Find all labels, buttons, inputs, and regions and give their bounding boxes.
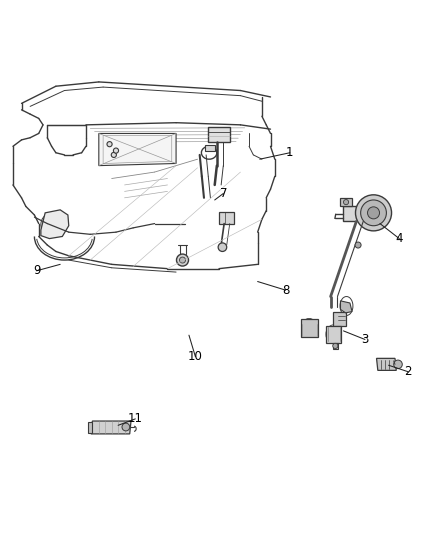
Polygon shape xyxy=(208,127,230,142)
Circle shape xyxy=(356,195,392,231)
Polygon shape xyxy=(219,212,234,223)
Circle shape xyxy=(107,142,112,147)
Circle shape xyxy=(180,257,186,263)
Polygon shape xyxy=(91,421,131,434)
Polygon shape xyxy=(333,312,346,326)
Circle shape xyxy=(111,152,117,157)
Text: 7: 7 xyxy=(219,187,227,200)
Text: 4: 4 xyxy=(396,232,403,245)
Text: 9: 9 xyxy=(33,264,40,277)
Text: 1: 1 xyxy=(286,146,293,159)
Text: 2: 2 xyxy=(404,365,412,378)
Polygon shape xyxy=(326,326,341,343)
Text: 3: 3 xyxy=(361,333,369,346)
Circle shape xyxy=(394,360,402,369)
Circle shape xyxy=(218,243,227,252)
Text: 10: 10 xyxy=(188,350,203,363)
Circle shape xyxy=(113,148,119,153)
Circle shape xyxy=(333,343,338,349)
Polygon shape xyxy=(88,422,92,433)
Text: 8: 8 xyxy=(282,284,289,296)
Circle shape xyxy=(177,254,188,266)
Polygon shape xyxy=(99,133,176,166)
Circle shape xyxy=(122,423,130,431)
Text: 11: 11 xyxy=(128,413,143,425)
Polygon shape xyxy=(377,358,396,370)
Circle shape xyxy=(343,199,349,205)
Circle shape xyxy=(367,207,380,219)
Polygon shape xyxy=(340,198,352,206)
Polygon shape xyxy=(333,343,338,349)
Circle shape xyxy=(355,242,361,248)
Circle shape xyxy=(360,200,386,225)
Polygon shape xyxy=(343,206,363,221)
Polygon shape xyxy=(301,319,318,337)
Polygon shape xyxy=(340,301,352,313)
Polygon shape xyxy=(205,146,215,151)
Polygon shape xyxy=(41,210,69,239)
